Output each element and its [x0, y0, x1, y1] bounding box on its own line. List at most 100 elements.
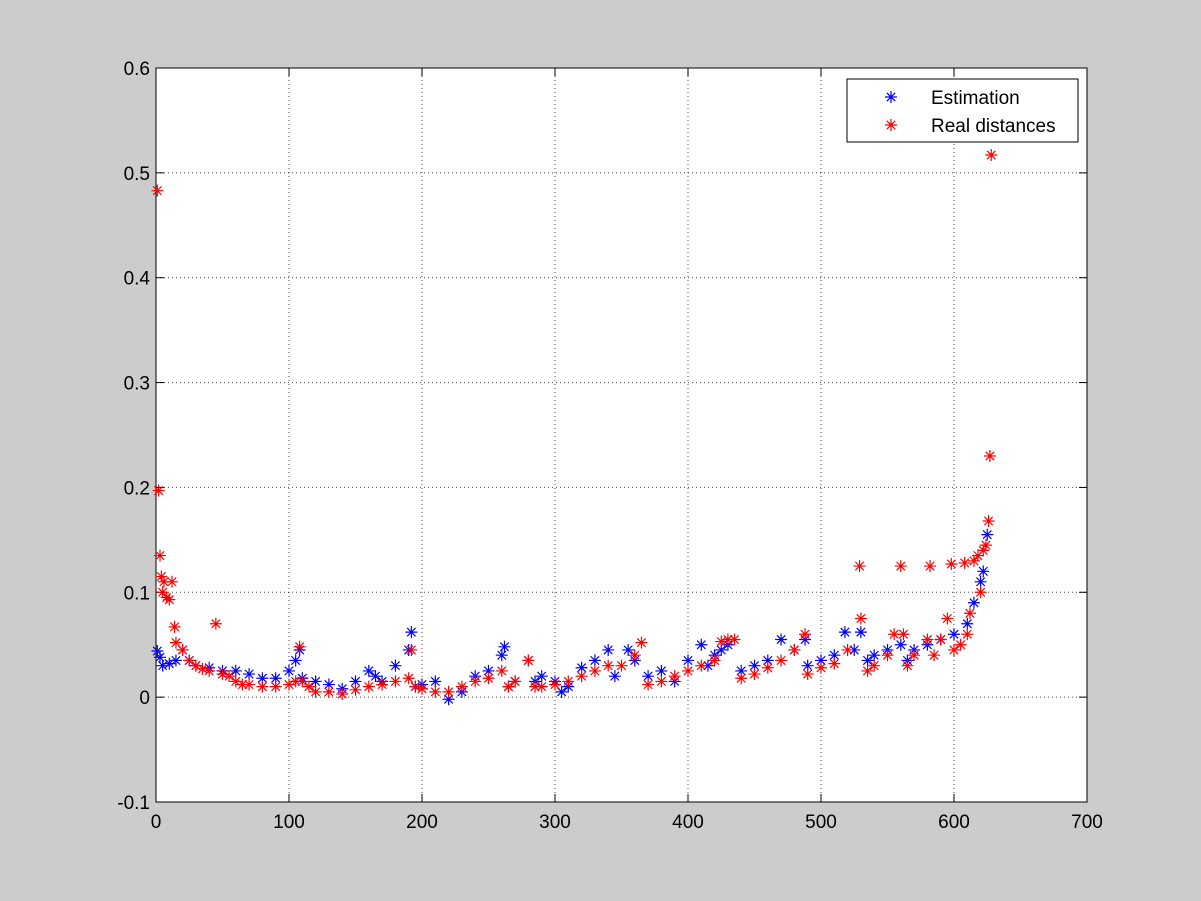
data-point	[169, 636, 182, 649]
data-point	[165, 575, 178, 588]
data-point	[655, 675, 668, 688]
data-point	[293, 640, 306, 653]
data-point	[555, 685, 568, 698]
data-point	[442, 685, 455, 698]
data-point	[848, 643, 861, 656]
data-point	[155, 570, 168, 583]
data-point	[708, 654, 721, 667]
data-point	[495, 649, 508, 662]
data-point	[668, 670, 681, 683]
y-tick-label: 0.3	[124, 374, 150, 395]
data-point	[894, 638, 907, 651]
data-point	[888, 628, 901, 641]
data-point	[967, 596, 980, 609]
data-point	[775, 654, 788, 667]
x-tick-label: 300	[539, 812, 571, 833]
data-point	[982, 514, 995, 527]
data-point	[628, 649, 641, 662]
data-point	[495, 664, 508, 677]
data-point	[289, 654, 302, 667]
data-point	[642, 678, 655, 691]
data-point	[854, 612, 867, 625]
data-point	[897, 628, 910, 641]
x-tick-label: 500	[805, 812, 837, 833]
data-point	[602, 643, 615, 656]
data-point	[236, 678, 249, 691]
data-point	[715, 643, 728, 656]
data-point	[203, 664, 216, 677]
x-tick-label: 700	[1071, 812, 1103, 833]
data-point	[948, 628, 960, 641]
data-point	[223, 670, 236, 683]
data-point	[799, 628, 812, 641]
data-point	[549, 678, 561, 691]
data-point	[635, 636, 648, 649]
legend-marker	[885, 91, 897, 103]
data-point	[977, 544, 990, 557]
data-point	[815, 654, 827, 667]
x-tick-label: 100	[273, 812, 305, 833]
data-point	[985, 149, 998, 162]
data-point	[389, 675, 402, 688]
x-tick-label: 600	[938, 812, 970, 833]
data-point	[622, 643, 635, 656]
data-point	[362, 664, 375, 677]
data-point	[958, 556, 971, 569]
y-tick-label: 0	[139, 688, 150, 709]
data-point	[861, 664, 874, 677]
data-point	[522, 654, 535, 667]
data-point	[209, 617, 222, 630]
data-point	[256, 680, 269, 693]
data-point	[163, 593, 176, 606]
data-point	[269, 680, 282, 693]
data-point	[655, 664, 668, 677]
data-point	[868, 659, 881, 672]
data-point	[229, 675, 242, 688]
data-point	[608, 670, 621, 683]
data-point	[615, 659, 628, 672]
data-point	[838, 626, 851, 639]
y-tick-label: 0.4	[124, 269, 151, 290]
data-point	[748, 659, 761, 672]
data-point	[775, 633, 788, 646]
data-point	[828, 649, 841, 662]
data-point	[196, 662, 209, 675]
data-point	[575, 661, 588, 674]
data-point	[243, 668, 256, 681]
data-point	[535, 670, 548, 683]
data-point	[322, 685, 335, 698]
data-point	[967, 554, 980, 567]
data-point	[296, 675, 309, 688]
data-point	[362, 680, 375, 693]
x-tick-label: 200	[406, 812, 438, 833]
data-point	[735, 664, 748, 677]
data-point	[945, 557, 958, 570]
legend-label: Real distances	[931, 116, 1056, 137]
data-point	[828, 657, 841, 670]
data-point	[861, 654, 874, 667]
data-point	[183, 654, 196, 667]
legend-marker	[885, 119, 897, 131]
data-point	[908, 649, 921, 662]
data-point	[961, 628, 974, 641]
data-point	[695, 638, 708, 651]
data-point	[429, 675, 442, 688]
x-tick-label: 400	[672, 812, 704, 833]
plot-area	[156, 68, 1087, 802]
data-point	[983, 449, 996, 462]
data-point	[761, 661, 774, 674]
y-tick-label: 0.5	[124, 164, 150, 185]
data-point	[642, 670, 655, 683]
data-point	[153, 651, 166, 664]
data-point	[163, 657, 176, 670]
data-point	[216, 668, 229, 681]
data-point	[841, 643, 854, 656]
data-point	[868, 649, 881, 662]
data-point	[963, 607, 976, 620]
data-point	[981, 528, 994, 541]
data-point	[715, 635, 728, 648]
data-point	[156, 659, 169, 672]
data-point	[562, 675, 575, 688]
data-point	[309, 675, 322, 688]
data-point	[928, 649, 941, 662]
